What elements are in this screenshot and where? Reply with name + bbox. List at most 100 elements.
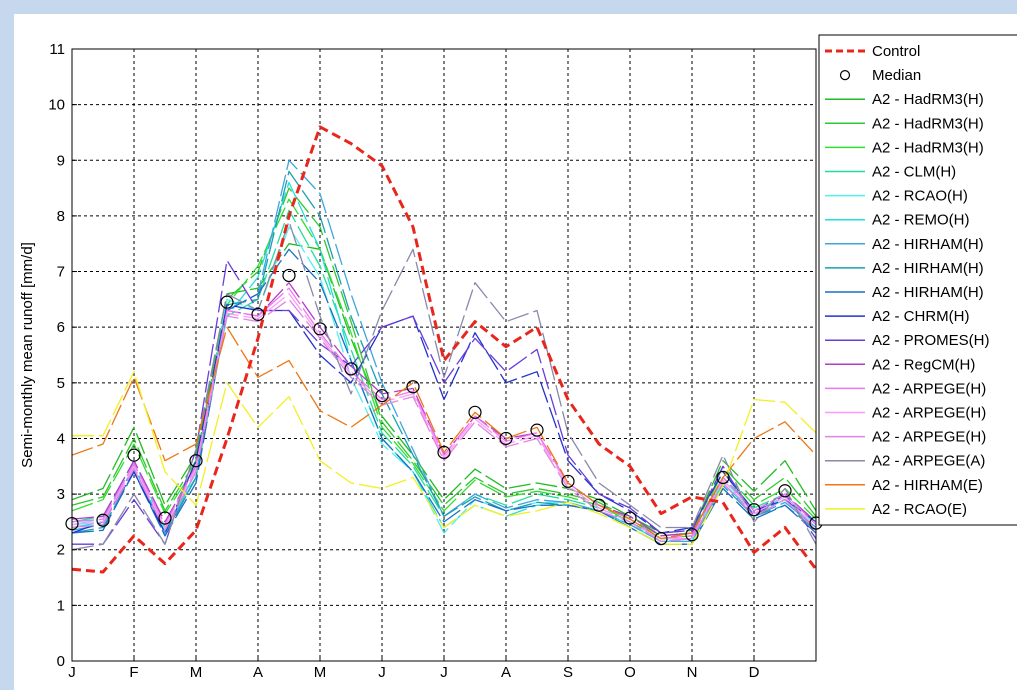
x-tick-label: J: [378, 664, 386, 681]
median-marker: [375, 389, 389, 403]
x-tick-label: M: [190, 664, 203, 681]
median-marker: [716, 470, 730, 484]
legend-label: A2 - HadRM3(H): [872, 115, 984, 132]
legend-label: A2 - REMO(H): [872, 212, 970, 229]
legend-label: A2 - PROMES(H): [872, 332, 990, 349]
median-marker: [437, 445, 451, 459]
legend-item: A2 - RegCM(H): [825, 356, 975, 373]
median-marker: [251, 307, 265, 321]
legend-swatch: [839, 69, 851, 81]
legend-item: A2 - ARPEGE(H): [825, 429, 986, 446]
legend-item: A2 - RCAO(H): [825, 188, 968, 205]
legend-box: [818, 34, 1017, 526]
legend-item: A2 - REMO(H): [825, 212, 970, 229]
legend-item: A2 - HIRHAM(H): [825, 284, 984, 301]
legend-item: A2 - ARPEGE(A): [825, 453, 985, 470]
runoff-line-chart: 0 1 2 3 4 5 6 7 8 9 10 11 J F M A M J J A S O N D Semi-monthly …: [19, 34, 1017, 681]
legend-label: A2 - RCAO(H): [872, 188, 968, 205]
x-tick-label: J: [440, 664, 448, 681]
legend-label: A2 - ARPEGE(H): [872, 429, 986, 446]
legend-label: A2 - RegCM(H): [872, 356, 975, 373]
y-axis-label: Semi-monthly mean runoff [mm/d]: [19, 242, 36, 468]
x-tick-label: A: [253, 664, 263, 681]
median-marker: [189, 454, 203, 468]
legend-item: A2 - HIRHAM(E): [825, 477, 983, 494]
median-marker: [561, 474, 575, 488]
y-tick-label: 8: [57, 208, 65, 225]
y-tick-label: 1: [57, 597, 65, 614]
median-marker: [96, 513, 110, 527]
series-lines: [71, 125, 818, 574]
y-tick-label: 11: [49, 41, 65, 58]
legend-label: A2 - RCAO(E): [872, 501, 967, 518]
median-marker: [747, 503, 761, 517]
legend-label: A2 - HadRM3(H): [872, 91, 984, 108]
legend-item: A2 - HadRM3(H): [825, 115, 984, 132]
legend-label: A2 - HIRHAM(H): [872, 284, 984, 301]
y-tick-label: 2: [57, 542, 65, 559]
legend-label: A2 - HIRHAM(H): [872, 236, 984, 253]
series-line: [71, 248, 817, 545]
y-tick-label: 7: [57, 264, 65, 281]
legend-label: A2 - ARPEGE(H): [872, 380, 986, 397]
median-marker: [530, 423, 544, 437]
legend-label: A2 - ARPEGE(H): [872, 405, 986, 422]
y-tick-label: 0: [57, 653, 65, 670]
legend-label: A2 - HIRHAM(H): [872, 260, 984, 277]
legend-label: Control: [872, 43, 920, 60]
median-marker: [623, 511, 637, 525]
legend-label: A2 - HadRM3(H): [872, 139, 984, 156]
legend-label: A2 - CHRM(H): [872, 308, 970, 325]
median-marker: [220, 295, 234, 309]
axis-ticks: 0 1 2 3 4 5 6 7 8 9 10 11 J F M A M J J A S O N D: [48, 41, 759, 681]
median-marker: [313, 322, 327, 336]
legend-item: A2 - RCAO(E): [825, 501, 967, 518]
x-tick-label: A: [501, 664, 511, 681]
x-tick-label: M: [314, 664, 327, 681]
median-marker: [499, 431, 513, 446]
legend-label: A2 - CLM(H): [872, 164, 956, 181]
legend-item: A2 - HIRHAM(H): [825, 260, 984, 277]
legend-item: A2 - CLM(H): [825, 164, 956, 181]
x-tick-label: S: [563, 664, 573, 681]
median-marker: [468, 405, 482, 419]
median-marker: [158, 511, 172, 525]
y-tick-label: 3: [57, 486, 65, 503]
series-line: [72, 259, 817, 545]
median-marker: [654, 531, 668, 546]
median-marker: [592, 498, 606, 512]
median-marker: [127, 448, 141, 462]
median-marker: [282, 268, 296, 283]
median-marker: [778, 484, 792, 498]
series-line: [71, 220, 817, 551]
y-tick-label: 6: [57, 319, 65, 336]
series-line: [71, 298, 817, 543]
legend-item: A2 - ARPEGE(H): [825, 405, 986, 422]
x-tick-label: D: [749, 664, 760, 681]
y-tick-label: 4: [57, 430, 65, 447]
legend-item: A2 - HadRM3(H): [825, 139, 984, 156]
y-tick-label: 10: [48, 97, 65, 114]
y-tick-label: 9: [57, 152, 65, 169]
y-tick-label: 5: [57, 375, 65, 392]
series-line: [72, 371, 817, 545]
x-tick-label: F: [129, 664, 138, 681]
legend: Control Median A2 - HadRM3(H) A2 - HadRM3(H…: [818, 34, 1017, 526]
median-marker: [685, 528, 699, 542]
legend-label: A2 - ARPEGE(A): [872, 453, 985, 470]
chart-figure: 0 1 2 3 4 5 6 7 8 9 10 11 J F M A M J J A S O N D Semi-monthly …: [14, 14, 1017, 690]
legend-label: Median: [872, 67, 921, 84]
legend-item: A2 - HadRM3(H): [825, 91, 984, 108]
x-tick-label: J: [68, 664, 76, 681]
legend-label: A2 - HIRHAM(E): [872, 477, 983, 494]
median-markers: [65, 268, 823, 546]
legend-item: A2 - HIRHAM(H): [825, 236, 984, 253]
legend-item: A2 - ARPEGE(H): [825, 380, 986, 397]
median-marker: [344, 362, 358, 376]
x-tick-label: N: [687, 664, 698, 681]
series-line: [71, 326, 817, 540]
legend-item: Control: [825, 43, 920, 60]
x-tick-label: O: [624, 664, 636, 681]
series-line: [71, 304, 817, 534]
legend-item: A2 - CHRM(H): [825, 308, 970, 325]
